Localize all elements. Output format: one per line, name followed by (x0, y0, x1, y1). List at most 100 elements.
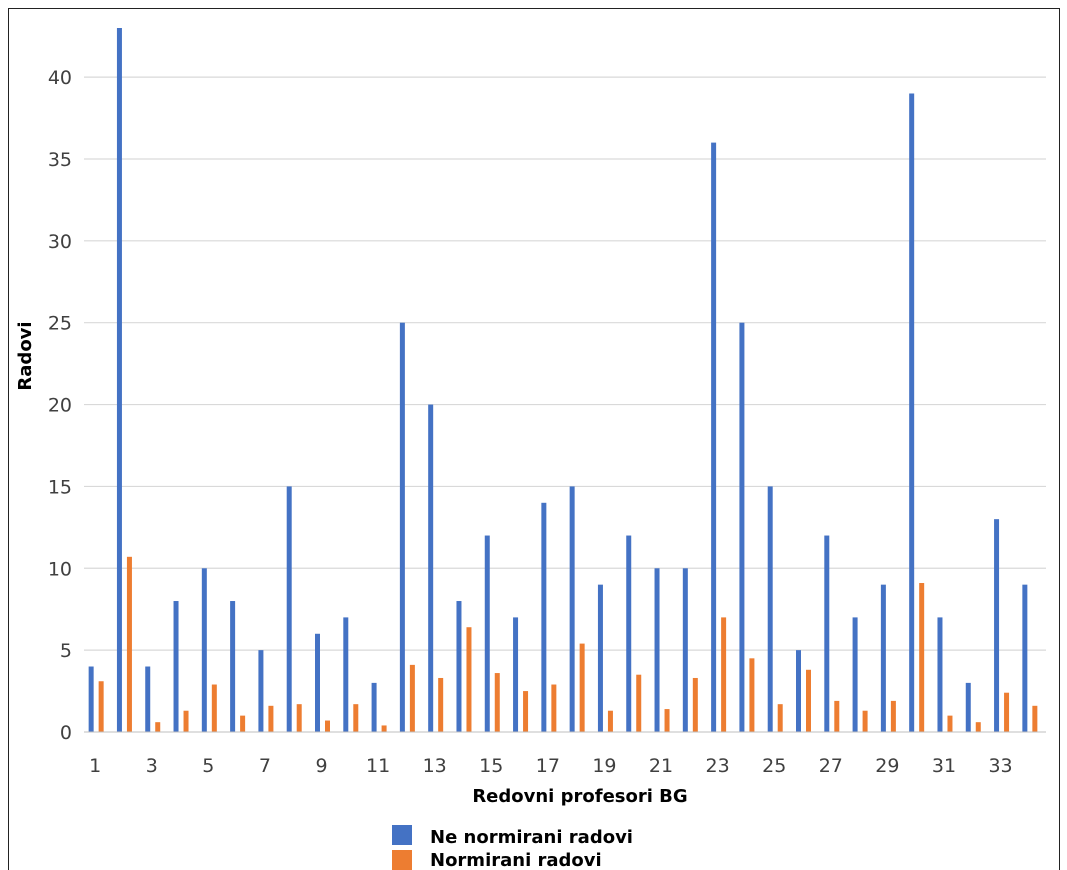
x-tick-label: 11 (366, 755, 390, 777)
bar-ne-normirani-34 (1022, 584, 1028, 732)
bar-normirani-25 (777, 704, 783, 732)
bar-normirani-26 (806, 669, 811, 732)
bar-ne-normirani-2 (116, 28, 122, 732)
bar-ne-normirani-8 (286, 486, 292, 732)
bar-ne-normirani-3 (145, 666, 151, 732)
bar-normirani-4 (183, 710, 189, 732)
y-axis-title: Radovi (15, 321, 36, 390)
bar-normirani-7 (268, 705, 274, 732)
bar-normirani-13 (438, 677, 444, 732)
bar-normirani-29 (890, 700, 896, 732)
x-tick-label: 27 (819, 755, 843, 777)
bar-ne-normirani-4 (173, 601, 179, 732)
y-tick-label: 25 (48, 313, 72, 335)
bar-ne-normirani-18 (569, 486, 575, 732)
bar-normirani-27 (834, 700, 840, 732)
legend-label-ne-normirani: Ne normirani radovi (430, 827, 633, 848)
bar-ne-normirani-32 (965, 682, 971, 732)
x-tick-label: 31 (932, 755, 956, 777)
x-axis-title: Redovni profesori BG (472, 786, 687, 807)
bar-normirani-3 (155, 722, 161, 732)
bar-ne-normirani-6 (230, 601, 236, 732)
bar-ne-normirani-17 (541, 502, 547, 732)
y-tick-label: 35 (48, 149, 72, 171)
bar-normirani-17 (551, 684, 557, 732)
bar-ne-normirani-26 (796, 650, 801, 732)
bar-normirani-5 (211, 684, 217, 732)
x-tick-label: 19 (592, 755, 616, 777)
bar-ne-normirani-10 (343, 617, 349, 732)
y-tick-label: 40 (48, 67, 72, 89)
x-tick-label: 33 (988, 755, 1012, 777)
y-tick-label: 0 (60, 722, 72, 744)
bar-ne-normirani-27 (824, 535, 830, 732)
bar-ne-normirani-29 (880, 584, 886, 732)
bar-ne-normirani-14 (456, 601, 462, 732)
bar-normirani-28 (862, 710, 868, 732)
bar-normirani-30 (919, 583, 925, 732)
bar-normirani-18 (579, 643, 585, 732)
bar-ne-normirani-1 (88, 666, 94, 732)
bar-ne-normirani-9 (315, 633, 320, 732)
y-tick-label: 20 (48, 395, 72, 417)
bar-normirani-6 (240, 715, 246, 732)
bar-normirani-19 (607, 710, 613, 732)
bar-normirani-11 (381, 725, 387, 732)
x-tick-label: 5 (202, 755, 214, 777)
bar-ne-normirani-24 (739, 322, 745, 732)
bar-ne-normirani-12 (399, 322, 405, 732)
legend-label-normirani: Normirani radovi (430, 850, 602, 870)
x-tick-label: 1 (89, 755, 101, 777)
bar-normirani-14 (466, 627, 472, 732)
bar-normirani-8 (296, 704, 302, 732)
bar-ne-normirani-23 (711, 142, 717, 733)
bar-normirani-12 (409, 664, 415, 732)
y-tick-label: 15 (48, 476, 72, 498)
legend: Ne normirani radovi Normirani radovi (392, 825, 633, 870)
x-tick-label: 21 (649, 755, 673, 777)
bar-normirani-22 (692, 677, 698, 732)
bar-ne-normirani-16 (513, 617, 519, 732)
bar-normirani-21 (664, 709, 670, 732)
bar-ne-normirani-25 (767, 486, 773, 732)
bar-normirani-16 (523, 691, 529, 732)
bar-normirani-9 (325, 720, 330, 732)
bar-ne-normirani-20 (626, 535, 632, 732)
grid-lines (84, 76, 1046, 651)
legend-swatch-ne-normirani (392, 825, 412, 845)
bar-normirani-31 (947, 715, 953, 732)
bar-ne-normirani-21 (654, 568, 660, 732)
bar-ne-normirani-28 (852, 617, 858, 732)
legend-swatch-normirani (392, 850, 412, 870)
bar-normirani-23 (721, 617, 727, 732)
x-tick-label: 13 (423, 755, 447, 777)
bar-ne-normirani-33 (994, 519, 1000, 732)
y-tick-label: 10 (48, 558, 72, 580)
bar-normirani-15 (494, 673, 500, 732)
x-tick-label: 15 (479, 755, 503, 777)
x-tick-label: 3 (146, 755, 158, 777)
bar-ne-normirani-13 (428, 404, 434, 732)
bar-ne-normirani-15 (484, 535, 490, 732)
x-tick-label: 9 (315, 755, 327, 777)
bar-ne-normirani-19 (597, 584, 603, 732)
bar-ne-normirani-22 (682, 568, 688, 732)
y-tick-label: 30 (48, 231, 72, 253)
y-tick-label: 5 (60, 640, 72, 662)
chart-frame (8, 8, 1060, 870)
bar-normirani-1 (98, 681, 104, 732)
bar-normirani-10 (353, 704, 359, 732)
bar-ne-normirani-11 (371, 682, 377, 732)
x-tick-label: 25 (762, 755, 786, 777)
bar-ne-normirani-31 (937, 617, 943, 732)
bar-normirani-33 (1004, 692, 1010, 732)
bar-normirani-32 (975, 722, 981, 732)
x-tick-label: 7 (259, 755, 271, 777)
bars (88, 28, 1038, 733)
y-axis-ticks: 0 5 10 15 20 25 30 35 40 (48, 67, 72, 744)
bar-ne-normirani-30 (909, 93, 915, 732)
bar-normirani-20 (636, 674, 642, 732)
bar-normirani-34 (1032, 705, 1038, 732)
x-tick-label: 17 (536, 755, 560, 777)
